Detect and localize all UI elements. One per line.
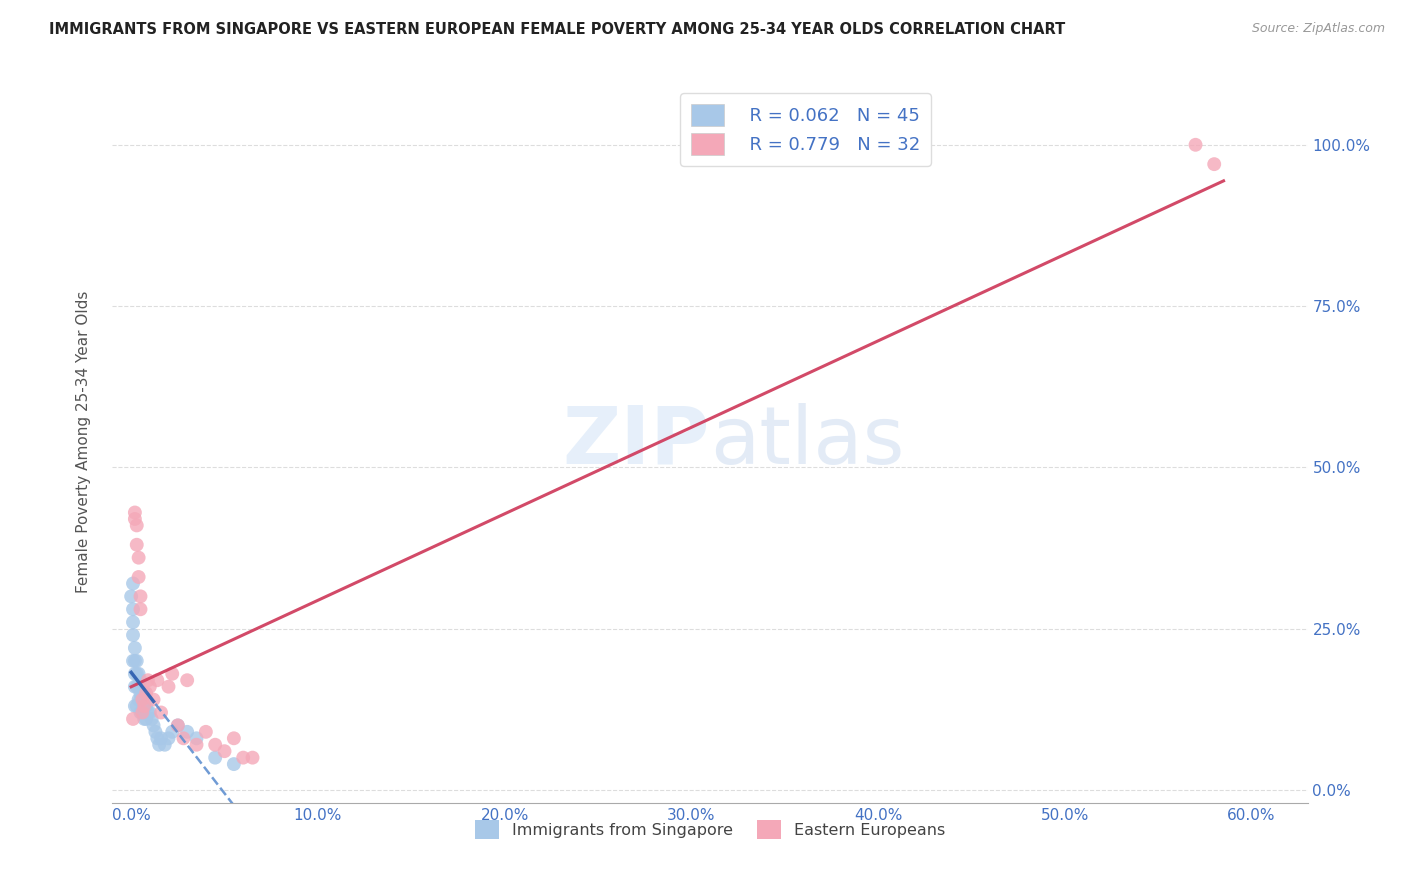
Point — [222, 757, 245, 772]
Point — [125, 666, 148, 681]
Point — [139, 680, 162, 694]
Point — [124, 699, 146, 714]
Point — [242, 750, 264, 764]
Point — [1184, 137, 1206, 152]
Point — [176, 673, 198, 688]
Point — [124, 506, 146, 520]
Point — [162, 724, 183, 739]
Point — [148, 738, 170, 752]
Point — [129, 673, 152, 688]
Text: atlas: atlas — [710, 402, 904, 481]
Point — [162, 666, 183, 681]
Point — [124, 666, 146, 681]
Point — [131, 706, 153, 720]
Text: ZIP: ZIP — [562, 402, 710, 481]
Point — [150, 731, 173, 746]
Point — [139, 706, 162, 720]
Point — [166, 718, 188, 732]
Point — [135, 712, 157, 726]
Point — [122, 654, 145, 668]
Point — [129, 706, 152, 720]
Text: IMMIGRANTS FROM SINGAPORE VS EASTERN EUROPEAN FEMALE POVERTY AMONG 25-34 YEAR OL: IMMIGRANTS FROM SINGAPORE VS EASTERN EUR… — [49, 22, 1066, 37]
Point — [128, 550, 150, 565]
Point — [1204, 157, 1226, 171]
Text: Source: ZipAtlas.com: Source: ZipAtlas.com — [1251, 22, 1385, 36]
Point — [125, 538, 148, 552]
Point — [125, 654, 148, 668]
Point — [214, 744, 236, 758]
Point — [204, 738, 226, 752]
Point — [129, 590, 152, 604]
Point — [194, 724, 217, 739]
Point — [131, 706, 153, 720]
Point — [134, 686, 156, 700]
Point — [122, 615, 145, 630]
Legend: Immigrants from Singapore, Eastern Europeans: Immigrants from Singapore, Eastern Europ… — [468, 814, 952, 846]
Point — [122, 602, 145, 616]
Point — [129, 692, 152, 706]
Point — [125, 699, 148, 714]
Point — [131, 692, 153, 706]
Point — [122, 712, 145, 726]
Point — [146, 731, 169, 746]
Point — [134, 699, 156, 714]
Point — [172, 731, 194, 746]
Point — [124, 512, 146, 526]
Point — [186, 738, 208, 752]
Point — [128, 692, 150, 706]
Point — [176, 724, 198, 739]
Point — [232, 750, 254, 764]
Point — [222, 731, 245, 746]
Point — [124, 680, 146, 694]
Point — [136, 673, 159, 688]
Point — [135, 699, 157, 714]
Point — [166, 718, 188, 732]
Point — [129, 686, 152, 700]
Point — [124, 640, 146, 655]
Point — [186, 731, 208, 746]
Point — [150, 706, 173, 720]
Point — [134, 712, 156, 726]
Point — [157, 731, 180, 746]
Point — [122, 628, 145, 642]
Point — [125, 680, 148, 694]
Point — [142, 718, 165, 732]
Point — [141, 712, 163, 726]
Point — [136, 706, 159, 720]
Point — [146, 673, 169, 688]
Point — [145, 724, 167, 739]
Point — [120, 590, 142, 604]
Point — [128, 570, 150, 584]
Point — [134, 699, 156, 714]
Point — [125, 518, 148, 533]
Point — [204, 750, 226, 764]
Point — [131, 692, 153, 706]
Point — [135, 686, 157, 700]
Point — [153, 738, 176, 752]
Point — [124, 654, 146, 668]
Point — [142, 692, 165, 706]
Point — [128, 666, 150, 681]
Point — [122, 576, 145, 591]
Point — [128, 680, 150, 694]
Point — [157, 680, 180, 694]
Y-axis label: Female Poverty Among 25-34 Year Olds: Female Poverty Among 25-34 Year Olds — [76, 291, 91, 592]
Point — [129, 602, 152, 616]
